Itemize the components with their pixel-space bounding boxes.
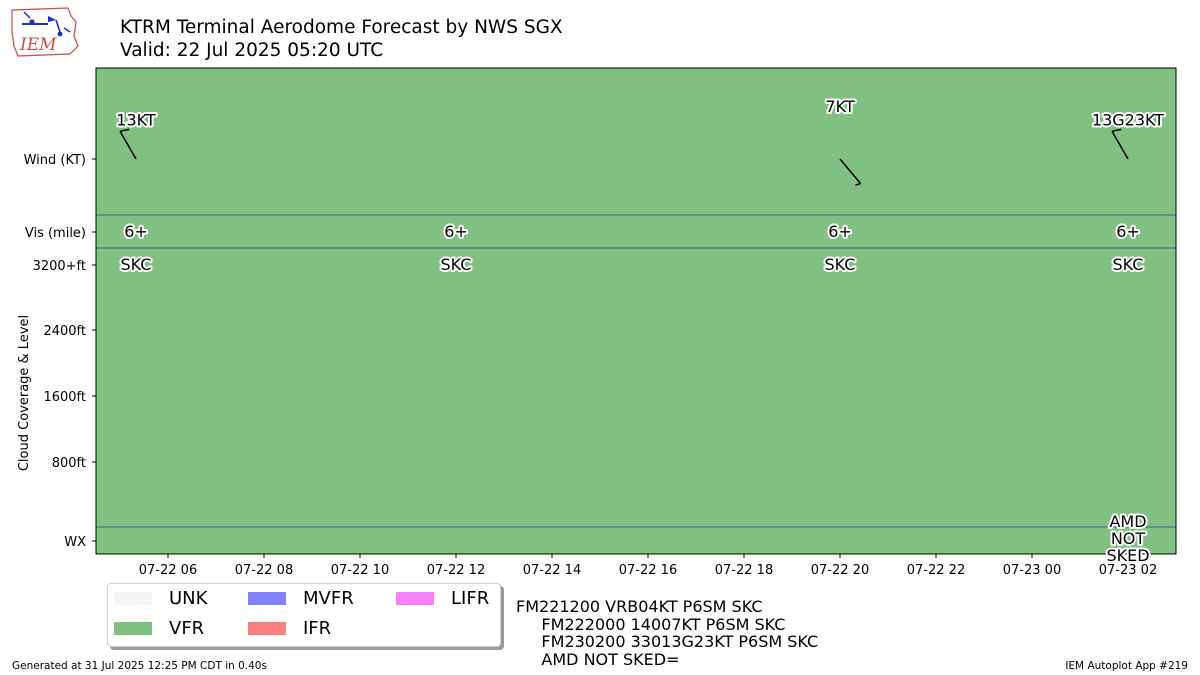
plot-frame (95, 67, 1177, 555)
wind-barb (1111, 128, 1129, 160)
x-tick-label: 07-22 06 (139, 563, 197, 578)
x-tick-label: 07-22 12 (427, 563, 485, 578)
legend-item-lifr: LIFR (396, 588, 489, 609)
y-tick-label: 800ft (52, 456, 86, 471)
wx-label: SKED (1106, 546, 1149, 565)
visibility-label: 6+ (828, 222, 852, 241)
y-tick-label: 2400ft (43, 324, 86, 339)
logo-text: IEM (19, 35, 57, 55)
x-tick-label: 07-22 18 (715, 563, 773, 578)
wind-label: 13G23KT (1092, 110, 1164, 129)
cloud-label: SKC (825, 255, 856, 274)
cloud-label: SKC (1113, 255, 1144, 274)
y-axis-label: Cloud Coverage & Level (17, 315, 32, 471)
legend-item-ifr: IFR (248, 618, 331, 639)
x-tick-label: 07-23 02 (1099, 563, 1157, 578)
legend-swatch (114, 592, 152, 605)
visibility-label: 6+ (444, 222, 468, 241)
wx-label: NOT (1111, 529, 1146, 548)
x-tick-label: 07-22 16 (619, 563, 677, 578)
wind-barb (839, 158, 862, 186)
visibility-label: 6+ (1116, 222, 1140, 241)
legend-label: MVFR (303, 588, 354, 609)
legend-item-mvfr: MVFR (248, 588, 354, 609)
wind-barb (119, 128, 137, 160)
wind-label: 13KT (116, 110, 156, 129)
legend-label: IFR (303, 618, 332, 639)
x-tick-label: 07-22 14 (523, 563, 581, 578)
x-tick-label: 07-22 08 (235, 563, 293, 578)
vfr-background (96, 68, 1176, 554)
y-tick-label: 1600ft (43, 390, 86, 405)
legend-swatch (248, 622, 286, 635)
wind-label: 7KT (825, 97, 854, 116)
chart-title: KTRM Terminal Aerodome Forecast by NWS S… (120, 17, 563, 38)
legend: UNK VFR MVFR IFR LIFR (107, 583, 501, 647)
y-tick-label: Wind (KT) (24, 153, 86, 168)
legend-label: UNK (169, 588, 208, 609)
iem-logo: IEM (8, 6, 80, 60)
legend-item-unk: UNK (114, 588, 207, 609)
taf-raw-text: FM221200 VRB04KT P6SM SKC FM222000 14007… (516, 597, 819, 669)
app-note: IEM Autoplot App #219 (1065, 660, 1188, 672)
x-tick-label: 07-22 10 (331, 563, 389, 578)
generated-note: Generated at 31 Jul 2025 12:25 PM CDT in… (12, 660, 267, 672)
legend-label: LIFR (451, 588, 490, 609)
legend-swatch (248, 592, 286, 605)
chart-subtitle: Valid: 22 Jul 2025 05:20 UTC (120, 40, 384, 61)
legend-item-vfr: VFR (114, 618, 204, 639)
x-tick-label: 07-22 20 (811, 563, 869, 578)
legend-swatch (114, 622, 152, 635)
wx-label: AMD (1109, 512, 1146, 531)
y-tick-label: Vis (mile) (25, 226, 86, 241)
y-tick-label: WX (64, 535, 86, 550)
cloud-label: SKC (121, 255, 152, 274)
x-tick-label: 07-23 00 (1003, 563, 1061, 578)
cloud-label: SKC (441, 255, 472, 274)
visibility-label: 6+ (124, 222, 148, 241)
legend-swatch (396, 592, 434, 605)
legend-label: VFR (169, 618, 205, 639)
x-tick-label: 07-22 22 (907, 563, 965, 578)
y-tick-label: 3200+ft (33, 259, 86, 274)
